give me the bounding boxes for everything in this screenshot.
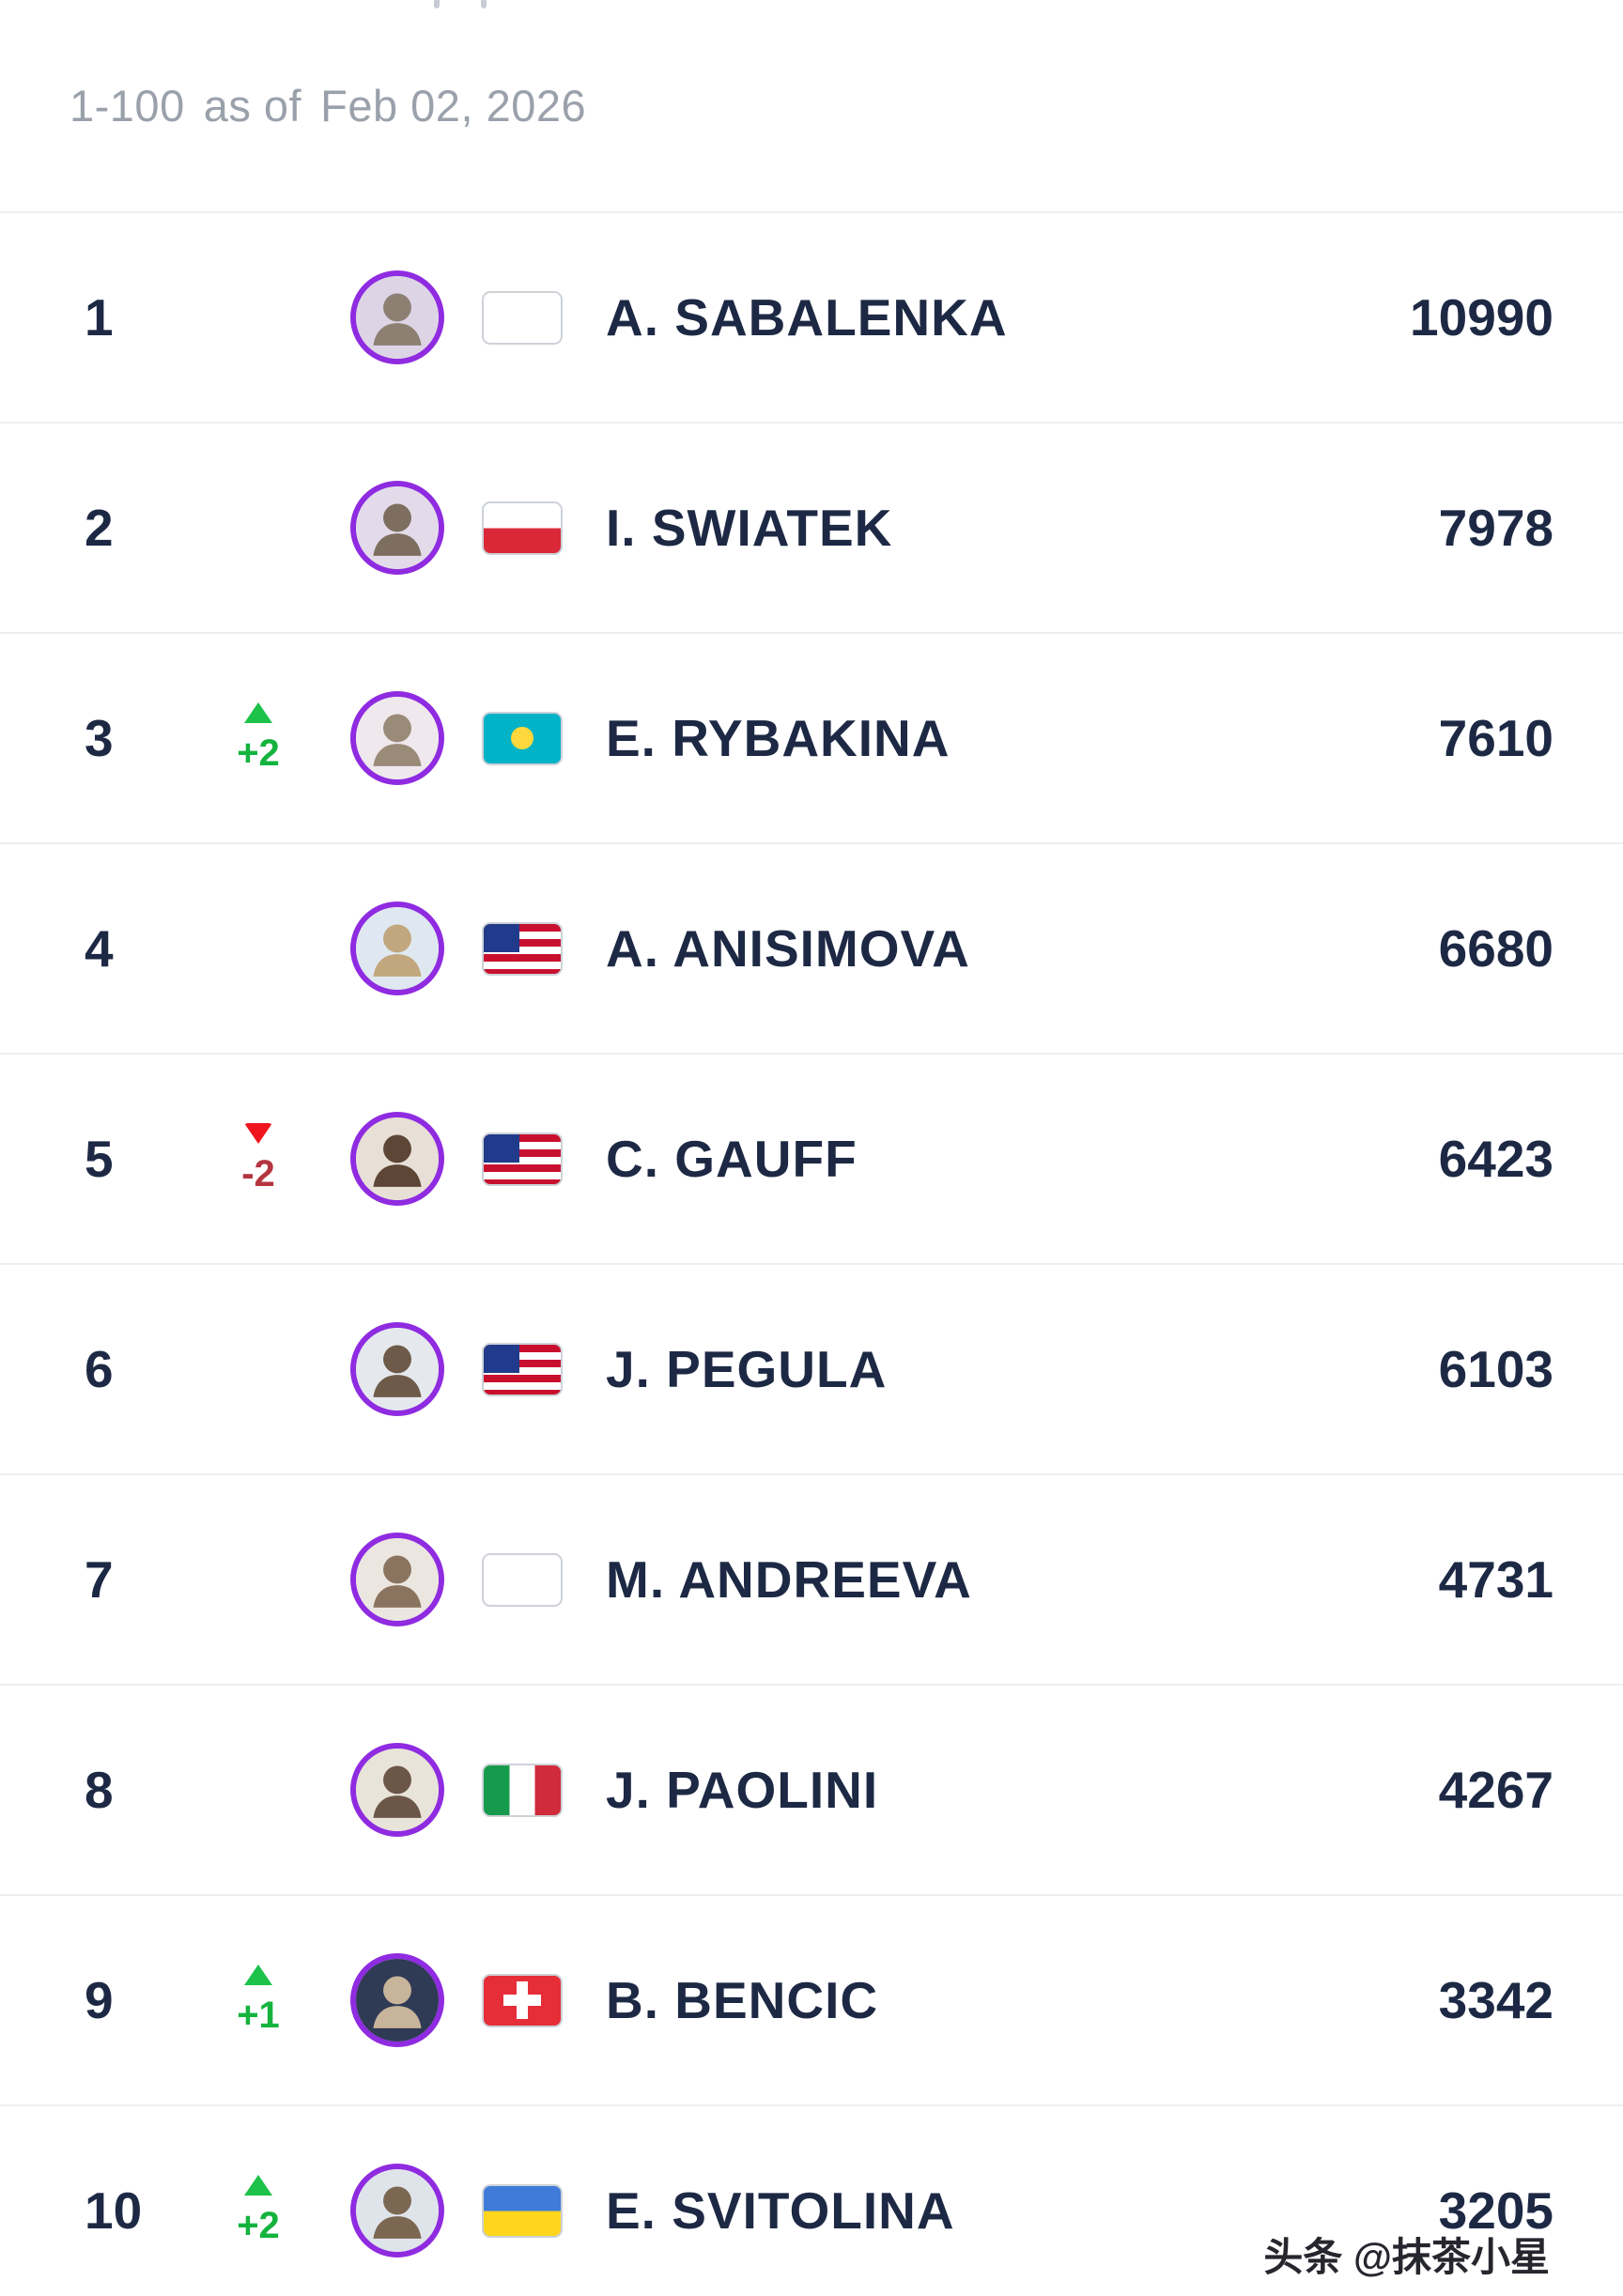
- avatar-image: [349, 2164, 444, 2257]
- ranking-row[interactable]: 6 J. PEGULA 6103: [0, 1263, 1623, 1473]
- country-flag: [474, 290, 606, 345]
- ranking-row[interactable]: 8 J. PAOLINI 4267: [0, 1684, 1623, 1894]
- movement-arrow-icon: [244, 701, 272, 723]
- ranking-row[interactable]: 2 I. SWIATEK 7978: [0, 422, 1623, 632]
- player-points: 4731: [1438, 1550, 1553, 1609]
- player-avatar[interactable]: [319, 1743, 474, 1837]
- ranking-row[interactable]: 10 +2 E. SVITOLINA 3205: [0, 2104, 1623, 2296]
- player-avatar[interactable]: [319, 1533, 474, 1626]
- player-points: 6103: [1438, 1340, 1553, 1398]
- rank-number: 10: [85, 2181, 143, 2240]
- player-avatar[interactable]: [319, 901, 474, 995]
- movement-delta: -2: [241, 1152, 275, 1194]
- player-name[interactable]: I. SWIATEK: [606, 499, 893, 557]
- avatar-image: [349, 270, 444, 364]
- movement-arrow-icon: [244, 1964, 272, 1985]
- player-avatar[interactable]: [319, 481, 474, 575]
- as-of-label: as of: [203, 81, 302, 131]
- avatar-image: [349, 901, 444, 995]
- ranking-row[interactable]: 7 M. ANDREEVA 4731: [0, 1473, 1623, 1684]
- list-header: 1-100 as of Feb 02, 2026: [0, 0, 1623, 211]
- player-name[interactable]: J. PEGULA: [606, 1340, 888, 1398]
- player-points: 7610: [1438, 709, 1553, 767]
- rank-movement: +2: [197, 701, 319, 775]
- player-avatar[interactable]: [319, 270, 474, 364]
- country-flag: [474, 921, 606, 976]
- avatar-image: [349, 1322, 444, 1416]
- rank-number: 5: [85, 1130, 114, 1188]
- player-avatar[interactable]: [319, 2164, 474, 2257]
- player-points: 3205: [1438, 2181, 1553, 2240]
- player-points: 6680: [1438, 919, 1553, 978]
- country-flag: [474, 501, 606, 555]
- as-of-date: Feb 02, 2026: [320, 81, 587, 131]
- movement-delta: +1: [237, 1994, 280, 2036]
- range-label: 1-100: [70, 81, 185, 131]
- avatar-image: [349, 691, 444, 785]
- rank-number: 9: [85, 1971, 114, 2029]
- rank-number: 7: [85, 1550, 114, 1609]
- rank-number: 8: [85, 1761, 114, 1819]
- ranking-row[interactable]: 5 -2 C. GAUFF 6423: [0, 1053, 1623, 1263]
- player-name[interactable]: B. BENCIC: [606, 1971, 879, 2029]
- player-name[interactable]: E. RYBAKINA: [606, 709, 951, 767]
- flag-icon: [482, 1132, 563, 1186]
- cutoff-control-fragment: [434, 0, 487, 8]
- country-flag: [474, 711, 606, 765]
- player-avatar[interactable]: [319, 1322, 474, 1416]
- player-points: 4267: [1438, 1761, 1553, 1819]
- player-name[interactable]: M. ANDREEVA: [606, 1550, 972, 1609]
- player-points: 6423: [1438, 1130, 1553, 1188]
- flag-icon: [482, 921, 563, 976]
- ranking-row[interactable]: 3 +2 E. RYBAKINA 7610: [0, 632, 1623, 842]
- player-name[interactable]: A. SABALENKA: [606, 288, 1008, 347]
- country-flag: [474, 1342, 606, 1396]
- ranking-row[interactable]: 9 +1 B. BENCIC 3342: [0, 1894, 1623, 2104]
- rank-number: 2: [85, 499, 114, 557]
- flag-icon: [482, 290, 563, 345]
- rank-number: 1: [85, 288, 114, 347]
- ranking-row[interactable]: 4 A. ANISIMOVA 6680: [0, 842, 1623, 1053]
- rank-movement: -2: [197, 1122, 319, 1195]
- flag-icon: [482, 711, 563, 765]
- rank-movement: +2: [197, 2174, 319, 2247]
- player-points: 7978: [1438, 499, 1553, 557]
- flag-icon: [482, 501, 563, 555]
- flag-icon: [482, 1973, 563, 2027]
- flag-icon: [482, 1763, 563, 1817]
- player-name[interactable]: E. SVITOLINA: [606, 2181, 955, 2240]
- avatar-image: [349, 1953, 444, 2047]
- country-flag: [474, 1763, 606, 1817]
- player-avatar[interactable]: [319, 691, 474, 785]
- country-flag: [474, 1973, 606, 2027]
- player-name[interactable]: A. ANISIMOVA: [606, 919, 970, 978]
- player-points: 3342: [1438, 1971, 1553, 2029]
- country-flag: [474, 2183, 606, 2238]
- rank-number: 3: [85, 709, 114, 767]
- country-flag: [474, 1132, 606, 1186]
- avatar-image: [349, 1112, 444, 1206]
- rank-number: 4: [85, 919, 114, 978]
- flag-icon: [482, 2183, 563, 2238]
- movement-arrow-icon: [244, 1122, 272, 1144]
- movement-delta: +2: [237, 732, 280, 774]
- flag-icon: [482, 1342, 563, 1396]
- country-flag: [474, 1552, 606, 1607]
- player-avatar[interactable]: [319, 1953, 474, 2047]
- movement-delta: +2: [237, 2204, 280, 2246]
- rank-movement: +1: [197, 1964, 319, 2037]
- avatar-image: [349, 1743, 444, 1837]
- ranking-row[interactable]: 1 A. SABALENKA 10990: [0, 211, 1623, 422]
- rank-number: 6: [85, 1340, 114, 1398]
- player-avatar[interactable]: [319, 1112, 474, 1206]
- movement-arrow-icon: [244, 2174, 272, 2196]
- player-name[interactable]: J. PAOLINI: [606, 1761, 879, 1819]
- flag-icon: [482, 1552, 563, 1607]
- avatar-image: [349, 481, 444, 575]
- player-name[interactable]: C. GAUFF: [606, 1130, 858, 1188]
- watermark: 头条 @抹茶小星: [1263, 2235, 1550, 2279]
- player-points: 10990: [1410, 288, 1553, 347]
- avatar-image: [349, 1533, 444, 1626]
